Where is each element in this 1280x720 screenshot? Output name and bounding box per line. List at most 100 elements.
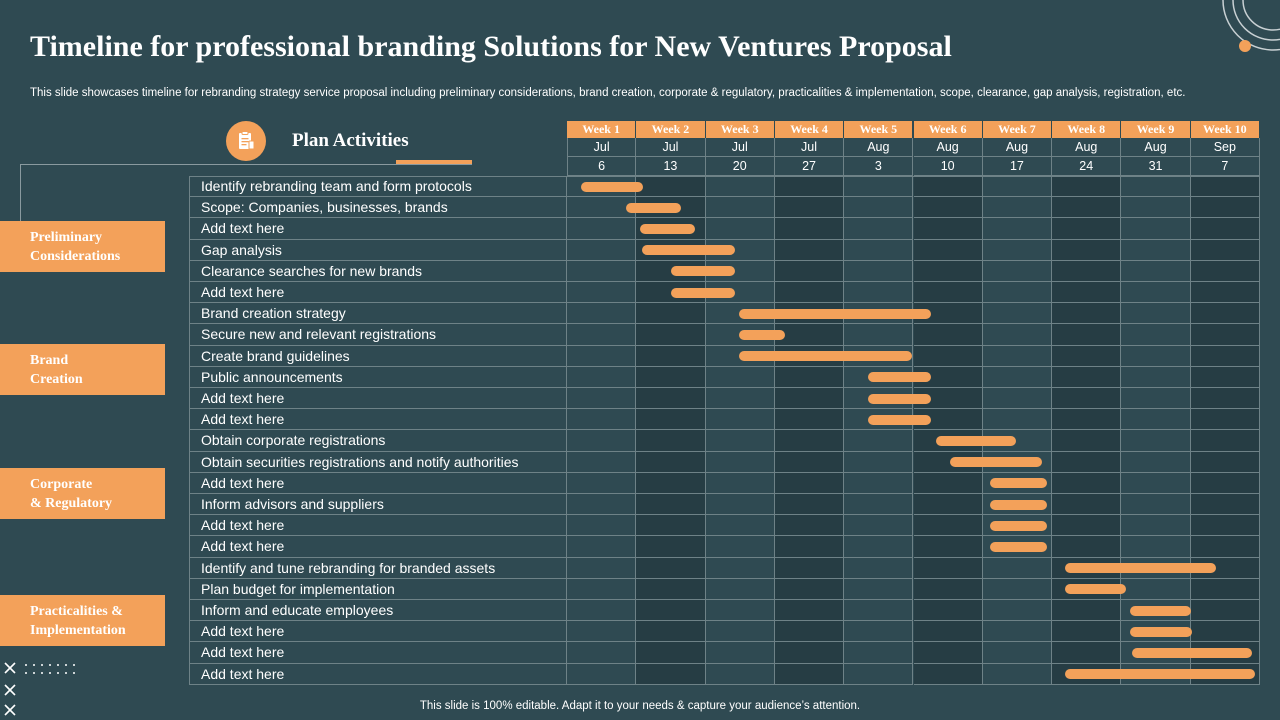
timeline-cell: [1052, 451, 1122, 473]
timeline-cell: [1190, 303, 1260, 325]
timeline-cell: [1121, 472, 1191, 494]
timeline-cell: [1121, 303, 1191, 325]
timeline-cell: [982, 324, 1053, 346]
activity-row: Clearance searches for new brands: [189, 260, 567, 282]
activity-row: Add text here: [189, 663, 567, 685]
day-header: 13: [636, 157, 706, 176]
timeline-cell: [982, 409, 1053, 431]
timeline-cell: [1052, 366, 1122, 388]
timeline-cell: [1121, 345, 1191, 367]
timeline-cell: [774, 324, 845, 346]
timeline-cell: [636, 324, 706, 346]
timeline-cell: [567, 515, 637, 537]
timeline-cell: [1190, 388, 1260, 410]
timeline-cell: [1190, 557, 1260, 579]
timeline-cell: [636, 515, 706, 537]
timeline-cell: [705, 578, 775, 600]
timeline-cell: [705, 260, 775, 282]
timeline-cell: [913, 197, 983, 219]
timeline-cell: [636, 409, 706, 431]
timeline-cell: [705, 176, 775, 198]
timeline-cell: [774, 663, 845, 685]
timeline-cell: [1121, 239, 1191, 261]
gantt-bar: [1129, 626, 1193, 637]
category-label: Brand Creation: [0, 344, 165, 395]
timeline-cell: [913, 621, 983, 643]
timeline-cell: [567, 600, 637, 622]
timeline-cell: [913, 557, 983, 579]
timeline-cell: [1190, 239, 1260, 261]
timeline-cell: [913, 345, 983, 367]
timeline-cell: [1052, 642, 1122, 664]
activity-row: Add text here: [189, 409, 567, 431]
gantt-bar: [670, 287, 735, 298]
week-header: Week 8: [1052, 121, 1122, 138]
timeline-cell: [1052, 218, 1122, 240]
timeline-cell: [567, 430, 637, 452]
month-header: Aug: [982, 138, 1053, 157]
timeline-cell: [567, 536, 637, 558]
timeline-cell: [844, 239, 914, 261]
week-header: Week 4: [774, 121, 845, 138]
gantt-bar: [625, 202, 682, 213]
day-header: 24: [1052, 157, 1122, 176]
timeline-cell: [636, 176, 706, 198]
gantt-bar: [738, 351, 913, 362]
timeline-cell: [705, 536, 775, 558]
week-header: Week 3: [705, 121, 775, 138]
activity-row: Public announcements: [189, 366, 567, 388]
gantt-bar: [868, 393, 931, 404]
timeline-cell: [982, 600, 1053, 622]
decorative-cross-dots-icon: [4, 662, 75, 716]
gantt-bar: [989, 542, 1048, 552]
timeline-cell: [1121, 515, 1191, 537]
timeline-cell: [1052, 388, 1122, 410]
timeline-cell: [1190, 600, 1260, 622]
timeline-cell: [844, 218, 914, 240]
plan-activities-label: Plan Activities: [292, 130, 409, 151]
week-header: Week 6: [913, 121, 983, 138]
activity-row: Add text here: [189, 621, 567, 643]
timeline-cell: [705, 282, 775, 304]
activity-row: Add text here: [189, 536, 567, 558]
plan-activities-underline: [396, 160, 472, 165]
gantt-bar: [950, 457, 1042, 468]
timeline-cell: [982, 642, 1053, 664]
timeline-cell: [567, 345, 637, 367]
timeline-cell: [705, 430, 775, 452]
timeline-cell: [774, 600, 845, 622]
timeline-cell: [982, 663, 1053, 685]
day-header: 10: [913, 157, 983, 176]
timeline-cell: [705, 218, 775, 240]
timeline-cell: [1190, 515, 1260, 537]
timeline-cell: [705, 366, 775, 388]
gantt-bar: [1064, 669, 1256, 680]
timeline-cell: [567, 303, 637, 325]
timeline-cell: [636, 600, 706, 622]
timeline-cell: [774, 282, 845, 304]
timeline-cell: [982, 282, 1053, 304]
timeline-cell: [774, 366, 845, 388]
week-header: Week 2: [636, 121, 706, 138]
timeline-cell: [774, 430, 845, 452]
timeline-cell: [913, 176, 983, 198]
footer-note: This slide is 100% editable. Adapt it to…: [419, 700, 861, 712]
timeline-cell: [567, 494, 637, 516]
timeline-cell: [982, 218, 1053, 240]
category-label: Corporate & Regulatory: [0, 468, 165, 519]
timeline-cell: [913, 324, 983, 346]
timeline-cell: [982, 557, 1053, 579]
timeline-cell: [1121, 324, 1191, 346]
timeline-cell: [913, 600, 983, 622]
timeline-cell: [1190, 282, 1260, 304]
gantt-bar: [738, 330, 786, 340]
timeline-cell: [844, 430, 914, 452]
timeline-cell: [567, 642, 637, 664]
timeline-cell: [913, 472, 983, 494]
timeline-cell: [1052, 600, 1122, 622]
timeline-cell: [567, 409, 637, 431]
gantt-bar: [1064, 584, 1127, 595]
timeline-cell: [705, 557, 775, 579]
timeline-cell: [1052, 345, 1122, 367]
timeline-cell: [1121, 282, 1191, 304]
